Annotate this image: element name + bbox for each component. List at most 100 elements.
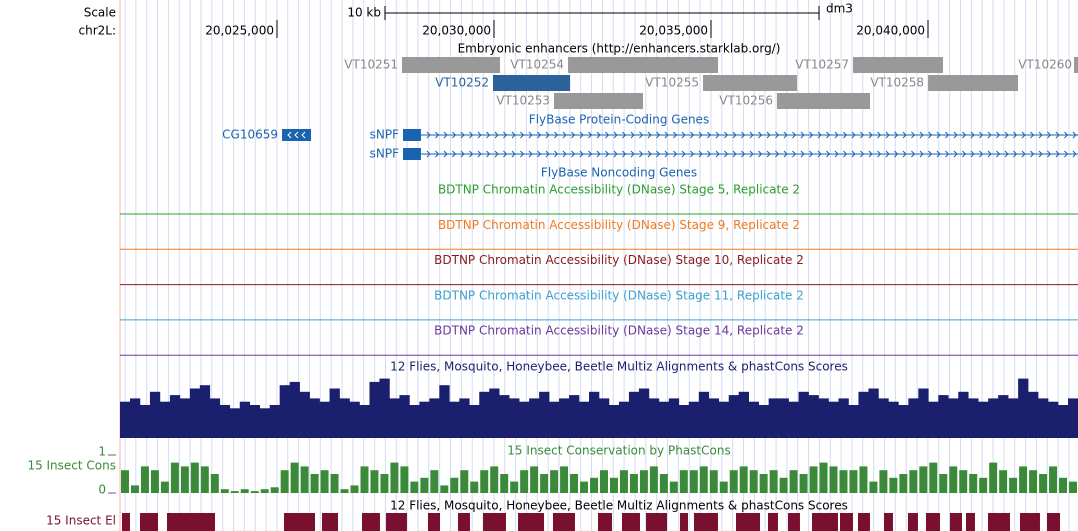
conservation-bar: [169, 395, 181, 438]
conservation-bar: [748, 401, 759, 438]
strand-arrow: [1064, 150, 1069, 158]
conserved-element: [925, 513, 940, 531]
strand-arrow: [647, 131, 652, 139]
conservation-bar: [1018, 378, 1029, 438]
phastcons-bar: [749, 470, 758, 493]
strand-arrow: [1055, 150, 1060, 158]
strand-arrow: [877, 150, 882, 158]
phastcons-bar: [300, 466, 309, 493]
strand-arrow: [681, 131, 686, 139]
phastcons-bar: [679, 470, 688, 493]
conservation-bar: [469, 405, 480, 438]
strand-arrow: [834, 131, 839, 139]
phastcons-bar: [580, 481, 589, 493]
phastcons-bar: [150, 470, 159, 493]
strand-arrow: [477, 150, 482, 158]
strand-arrow: [656, 150, 661, 158]
conservation-bar: [559, 398, 570, 438]
conserved-element: [597, 513, 612, 531]
enhancer-label: VT10256: [719, 94, 773, 108]
strand-arrow: [562, 131, 567, 139]
conservation-bar: [668, 398, 680, 438]
conservation-bar: [998, 395, 1009, 438]
strand-arrow: [715, 131, 720, 139]
strand-arrow: [630, 150, 635, 158]
strand-arrow: [596, 131, 601, 139]
track-title: 12 Flies, Mosquito, Honeybee, Beetle Mul…: [390, 360, 848, 374]
phastcons-bar: [779, 477, 788, 493]
strand-arrow: [996, 131, 1001, 139]
strand-arrow: [469, 150, 474, 158]
strand-arrow: [724, 150, 729, 158]
conservation-bar: [269, 405, 280, 438]
strand-arrow: [1064, 131, 1069, 139]
strand-arrow: [622, 150, 627, 158]
conservation-bar: [589, 391, 600, 438]
strand-arrow: [554, 150, 559, 158]
enhancer-label: VT10255: [645, 76, 699, 90]
strand-arrow: [1038, 150, 1043, 158]
strand-arrow: [1021, 131, 1026, 139]
phastcons-bar: [949, 466, 958, 493]
phastcons-bar: [140, 466, 149, 493]
phastcons-bar: [340, 489, 349, 493]
track-title: FlyBase Noncoding Genes: [541, 166, 697, 180]
strand-arrow: [826, 150, 831, 158]
strand-arrow: [287, 131, 292, 139]
conservation-bar: [938, 395, 949, 438]
enhancer-label: VT10252: [435, 76, 489, 90]
enhancer-label: VT10258: [870, 76, 924, 90]
conservation-bar: [988, 398, 999, 438]
phastcons-bar: [799, 474, 808, 493]
strand-arrow: [528, 150, 533, 158]
phastcons-bar: [909, 470, 918, 493]
conserved-element: [839, 513, 853, 531]
enhancer-label: VT10257: [795, 58, 849, 72]
track-title: FlyBase Protein-Coding Genes: [529, 113, 709, 127]
conservation-bar: [149, 391, 161, 438]
phastcons-bar: [859, 466, 868, 493]
phastcons-bar: [400, 466, 409, 493]
conservation-bar: [289, 381, 300, 438]
phastcons-bar: [659, 474, 668, 493]
strand-arrow: [1013, 150, 1018, 158]
conservation-bar: [129, 398, 141, 438]
conservation-bar: [738, 391, 749, 438]
phastcons-bar: [1059, 477, 1068, 493]
strand-arrow: [970, 131, 975, 139]
strand-arrow: [1004, 131, 1009, 139]
strand-arrow: [503, 131, 508, 139]
strand-arrow: [1013, 131, 1018, 139]
phastcons-bar: [959, 470, 968, 493]
strand-arrow: [724, 131, 729, 139]
strand-arrow: [511, 150, 516, 158]
phastcons-bar: [450, 477, 459, 493]
strand-arrow: [800, 131, 805, 139]
strand-arrow: [562, 150, 567, 158]
track-title: BDTNP Chromatin Accessibility (DNase) St…: [438, 218, 800, 232]
conservation-bar: [579, 401, 590, 438]
strand-arrow: [494, 131, 499, 139]
conservation-bar: [399, 395, 410, 438]
conservation-bar: [139, 405, 151, 438]
conserved-element: [1046, 513, 1060, 531]
conservation-bar: [798, 391, 809, 438]
strand-arrow: [664, 150, 669, 158]
strand-arrow: [639, 131, 644, 139]
strand-arrow: [622, 131, 627, 139]
phastcons-bar: [669, 481, 678, 493]
strand-arrow: [732, 150, 737, 158]
conservation-bar: [728, 395, 740, 438]
strand-arrow: [741, 150, 746, 158]
strand-arrow: [301, 131, 306, 139]
phastcons-bar: [709, 470, 718, 493]
strand-arrow: [775, 131, 780, 139]
phastcons-bar: [410, 481, 419, 493]
strand-arrow: [426, 131, 431, 139]
conservation-bar: [209, 398, 221, 438]
strand-arrow: [1055, 131, 1060, 139]
strand-arrow: [894, 131, 899, 139]
conservation-bar: [1038, 398, 1049, 438]
strand-arrow: [1072, 150, 1077, 158]
strand-arrow: [1047, 150, 1052, 158]
